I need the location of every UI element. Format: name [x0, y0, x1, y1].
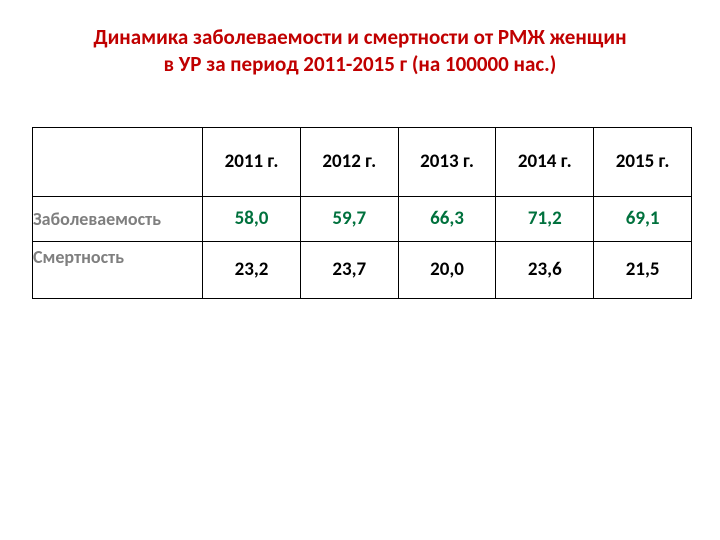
title-line-2: в УР за период 2011-2015 г (на 100000 на… — [32, 51, 688, 78]
col-header: 2013 г. — [398, 127, 496, 196]
cell-value: 59,7 — [300, 196, 398, 241]
table-header-row: 2011 г. 2012 г. 2013 г. 2014 г. 2015 г. — [33, 127, 692, 196]
cell-value: 20,0 — [398, 241, 496, 298]
cell-value: 21,5 — [594, 241, 692, 298]
cell-value: 23,6 — [496, 241, 594, 298]
row-label-morbidity: Заболеваемость — [33, 196, 203, 241]
cell-value: 58,0 — [203, 196, 301, 241]
row-label-mortality: Смертность — [33, 241, 203, 298]
table-corner-cell — [33, 127, 203, 196]
col-header: 2014 г. — [496, 127, 594, 196]
col-header: 2012 г. — [300, 127, 398, 196]
page-title: Динамика заболеваемости и смертности от … — [32, 24, 688, 79]
cell-value: 66,3 — [398, 196, 496, 241]
table-row: Смертность 23,2 23,7 20,0 23,6 21,5 — [33, 241, 692, 298]
col-header: 2011 г. — [203, 127, 301, 196]
data-table: 2011 г. 2012 г. 2013 г. 2014 г. 2015 г. … — [32, 127, 692, 299]
slide: Динамика заболеваемости и смертности от … — [0, 0, 720, 540]
cell-value: 23,7 — [300, 241, 398, 298]
col-header: 2015 г. — [594, 127, 692, 196]
cell-value: 23,2 — [203, 241, 301, 298]
title-line-1: Динамика заболеваемости и смертности от … — [32, 24, 688, 51]
cell-value: 69,1 — [594, 196, 692, 241]
cell-value: 71,2 — [496, 196, 594, 241]
table-row: Заболеваемость 58,0 59,7 66,3 71,2 69,1 — [33, 196, 692, 241]
